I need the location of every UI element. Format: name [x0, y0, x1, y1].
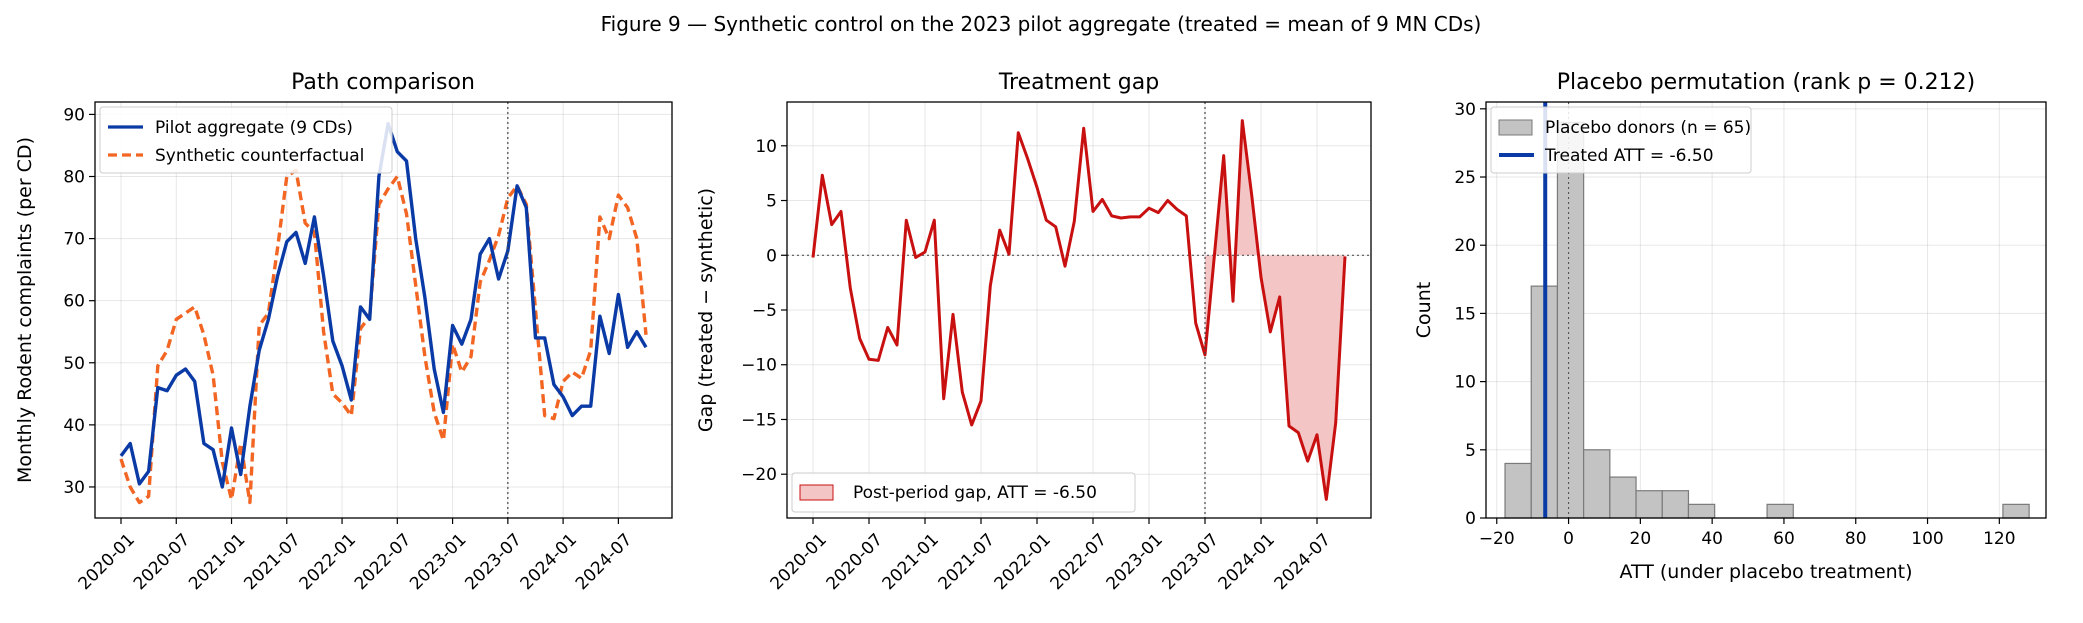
path-ytick-label: 60 [63, 292, 85, 312]
gap-series-line [811, 119, 1347, 501]
placebo-legend-box [1490, 106, 1752, 174]
gap-legend-box [791, 472, 1136, 513]
series-line-synthetic [119, 168, 648, 505]
gap-ytick-label: −5 [752, 301, 777, 321]
legend-label-treated-att: Treated ATT = -6.50 [1544, 146, 1714, 166]
placebo-ytick-label: 5 [1465, 441, 1476, 461]
gap-ytick-label: −10 [741, 356, 777, 376]
gap-xtick-label: 2023-01 [1103, 530, 1167, 594]
histogram-bar [1504, 462, 1532, 519]
path-title: Path comparison [291, 70, 475, 95]
gap-ytick-label: 10 [755, 137, 777, 157]
histogram-bar [1766, 503, 1794, 519]
histogram-bar [1635, 490, 1663, 519]
path-ytick-label: 90 [63, 105, 85, 125]
placebo-axes-frame [1485, 101, 2047, 519]
legend-label-synthetic: Synthetic counterfactual [155, 146, 364, 166]
path-ticks: 2020-012020-072021-012021-072022-012022-… [63, 105, 636, 594]
path-ytick-label: 80 [63, 168, 85, 188]
gap-xtick-label: 2021-07 [935, 530, 999, 594]
placebo-xtick-label: 120 [1983, 529, 2015, 549]
path-xtick-label: 2024-01 [517, 530, 581, 594]
gap-xtick-label: 2022-01 [991, 530, 1055, 594]
legend-swatch-placebo [1498, 119, 1533, 136]
panel-treatment-gap: 2020-012020-072021-012021-072022-012022-… [695, 70, 1372, 594]
gap-xtick-label: 2024-07 [1271, 530, 1335, 594]
gap-xtick-label: 2023-07 [1159, 530, 1223, 594]
placebo-ytick-label: 30 [1454, 100, 1476, 120]
placebo-ytick-label: 25 [1454, 168, 1476, 188]
placebo-ylabel: Count [1413, 282, 1435, 338]
path-xtick-label: 2024-07 [572, 530, 636, 594]
gap-title: Treatment gap [998, 70, 1159, 95]
legend-swatch-gap-fill [799, 484, 834, 501]
placebo-ytick-label: 0 [1465, 509, 1476, 529]
legend-label-placebo: Placebo donors (n = 65) [1545, 118, 1751, 138]
histogram-bar [1609, 476, 1637, 519]
placebo-xtick-label: 0 [1563, 529, 1574, 549]
histogram-bar [1583, 449, 1611, 519]
histogram-bar [1687, 503, 1716, 519]
placebo-xtick-label: 60 [1773, 529, 1795, 549]
path-legend: Pilot aggregate (9 CDs) Synthetic counte… [99, 106, 393, 174]
path-xtick-label: 2022-07 [351, 530, 415, 594]
gap-xtick-label: 2022-07 [1047, 530, 1111, 594]
path-xtick-label: 2022-01 [296, 530, 360, 594]
placebo-ytick-label: 10 [1454, 373, 1476, 393]
placebo-xlabel: ATT (under placebo treatment) [1619, 561, 1912, 583]
gap-xtick-label: 2021-01 [879, 530, 943, 594]
path-xtick-label: 2021-01 [185, 530, 249, 594]
path-ylabel: Monthly Rodent complaints (per CD) [14, 137, 36, 483]
placebo-xtick-label: 80 [1845, 529, 1867, 549]
path-axes-frame [94, 101, 673, 519]
path-xtick-label: 2023-07 [461, 530, 525, 594]
placebo-legend: Placebo donors (n = 65) Treated ATT = -6… [1490, 106, 1752, 174]
gap-ytick-label: 0 [766, 246, 777, 266]
path-ytick-label: 30 [63, 478, 85, 498]
gap-ytick-label: −15 [741, 410, 777, 430]
path-xtick-label: 2020-07 [130, 530, 194, 594]
gap-xtick-label: 2020-01 [767, 530, 831, 594]
placebo-xtick-label: −20 [1479, 529, 1515, 549]
series-line-pilot [119, 122, 648, 489]
path-ytick-label: 50 [63, 354, 85, 374]
gap-ytick-label: −20 [741, 465, 777, 485]
histogram-bar [1661, 490, 1690, 519]
path-ytick-label: 40 [63, 416, 85, 436]
gap-xtick-label: 2024-01 [1215, 530, 1279, 594]
placebo-xtick-label: 40 [1701, 529, 1723, 549]
gap-marks [787, 102, 1371, 518]
placebo-title: Placebo permutation (rank p = 0.212) [1557, 70, 1975, 95]
figure-suptitle: Figure 9 — Synthetic control on the 2023… [601, 12, 1482, 36]
placebo-xtick-label: 20 [1630, 529, 1652, 549]
path-xtick-label: 2020-01 [75, 530, 139, 594]
gap-ytick-label: 5 [766, 192, 777, 212]
path-legend-box [99, 106, 393, 174]
path-xtick-label: 2021-07 [240, 530, 304, 594]
histogram-bar [1556, 121, 1585, 519]
histogram-bar [2002, 503, 2030, 519]
panel-path-comparison: 2020-012020-072021-012021-072022-012022-… [14, 70, 673, 594]
legend-label-pilot: Pilot aggregate (9 CDs) [155, 118, 353, 138]
gap-xtick-label: 2020-07 [823, 530, 887, 594]
gap-legend: Post-period gap, ATT = -6.50 [791, 472, 1136, 513]
path-xtick-label: 2023-01 [406, 530, 470, 594]
placebo-ytick-label: 20 [1454, 236, 1476, 256]
gap-ylabel: Gap (treated − synthetic) [695, 188, 717, 432]
path-ytick-label: 70 [63, 230, 85, 250]
placebo-xtick-label: 100 [1911, 529, 1943, 549]
placebo-ytick-label: 15 [1454, 304, 1476, 324]
legend-label-gap-fill: Post-period gap, ATT = -6.50 [853, 483, 1097, 503]
